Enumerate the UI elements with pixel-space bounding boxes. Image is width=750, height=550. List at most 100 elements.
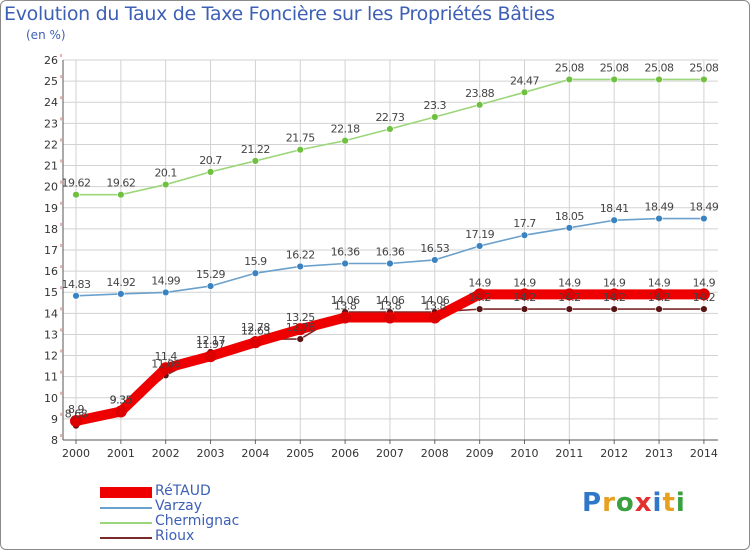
y-tick-label: 21 xyxy=(44,160,58,173)
data-label-varzay: 18.41 xyxy=(600,202,629,215)
y-tick-label: 26 xyxy=(44,54,58,67)
data-label-varzay: 14.92 xyxy=(106,276,135,289)
data-label-rioux: 12.17 xyxy=(196,334,225,347)
data-label-rioux: 14.06 xyxy=(375,294,404,307)
data-point-r-taud xyxy=(518,288,531,301)
legend-swatch xyxy=(100,487,152,498)
data-point-r-taud xyxy=(159,362,172,375)
data-label-chermignac: 20.1 xyxy=(154,167,177,180)
data-label-rioux: 8.68 xyxy=(65,408,88,421)
chart-title: Evolution du Taux de Taxe Foncière sur l… xyxy=(4,3,555,25)
data-labels: 19.62 19.62 20.1 20.7 21.22 21.75 22.18 22.73 23… xyxy=(62,61,720,421)
data-label-varzay: 18.05 xyxy=(555,210,584,223)
data-point-rioux xyxy=(520,305,529,313)
data-point-varzay xyxy=(520,231,529,239)
data-point-varzay xyxy=(206,282,215,290)
logo-letter: x xyxy=(634,488,653,518)
data-label-rioux: 14.2 xyxy=(603,291,626,304)
data-label-r-taud: 14.9 xyxy=(513,276,536,289)
legend-swatch xyxy=(100,507,152,509)
logo-letter: i xyxy=(652,488,663,518)
data-label-r-taud: 9.35 xyxy=(110,394,133,407)
data-point-r-taud xyxy=(473,288,486,301)
data-label-rioux: 14.2 xyxy=(693,291,716,304)
data-label-chermignac: 19.62 xyxy=(62,177,91,190)
y-tick-label: 25 xyxy=(44,75,58,88)
x-tick-label: 2010 xyxy=(511,447,539,460)
data-point-r-taud xyxy=(294,323,307,336)
data-label-chermignac: 23.88 xyxy=(465,87,494,100)
data-point-rioux xyxy=(296,335,304,343)
data-label-varzay: 17.7 xyxy=(513,217,536,230)
data-point-r-taud xyxy=(249,336,262,349)
data-point-rioux xyxy=(610,305,618,313)
logo-letter: i xyxy=(675,488,686,518)
x-tick-label: 2008 xyxy=(421,447,449,460)
logo-letter: P xyxy=(582,488,603,518)
data-label-varzay: 16.36 xyxy=(331,246,360,259)
legend-label: Rioux xyxy=(155,528,195,544)
axes: 8 9 10 11 12 13 14 15 16 17 18 19 20 21 22 23 24 25 26 2000… xyxy=(44,54,718,460)
x-tick-label: 2012 xyxy=(600,447,628,460)
data-point-chermignac xyxy=(341,136,349,145)
data-point-r-taud xyxy=(339,311,352,324)
data-point-varzay xyxy=(341,259,349,268)
data-point-varzay xyxy=(296,262,304,271)
data-label-varzay: 18.49 xyxy=(689,201,718,214)
data-label-r-taud: 11.4 xyxy=(154,350,177,363)
data-point-r-taud xyxy=(697,288,710,301)
data-point-chermignac xyxy=(610,75,618,84)
y-tick-label: 19 xyxy=(44,202,58,215)
data-point-r-taud xyxy=(114,405,127,418)
data-point-rioux xyxy=(475,305,484,313)
data-label-r-taud: 14.9 xyxy=(603,276,626,289)
data-point-r-taud xyxy=(563,288,576,301)
series-varzay xyxy=(72,214,708,300)
data-label-chermignac: 22.73 xyxy=(375,111,404,124)
legend-label: Chermignac xyxy=(155,513,240,529)
data-point-r-taud xyxy=(204,350,217,363)
x-tick-label: 2005 xyxy=(286,447,314,460)
y-tick-label: 11 xyxy=(44,371,58,384)
data-point-varzay xyxy=(162,288,170,297)
x-tick-label: 2011 xyxy=(555,447,583,460)
data-point-chermignac xyxy=(700,75,708,84)
data-label-r-taud: 14.9 xyxy=(558,276,581,289)
y-tick-label: 20 xyxy=(44,181,58,194)
data-label-chermignac: 23.3 xyxy=(424,99,447,112)
y-tick-label: 14 xyxy=(44,307,58,320)
y-tick-label: 24 xyxy=(44,96,58,109)
data-label-r-taud: 14.9 xyxy=(648,276,671,289)
legend-label: Varzay xyxy=(155,498,203,514)
data-point-rioux xyxy=(700,305,708,313)
data-label-varzay: 14.83 xyxy=(62,278,91,291)
data-point-chermignac xyxy=(386,125,394,133)
data-label-varzay: 16.53 xyxy=(420,242,449,255)
logo-letter: r xyxy=(602,488,616,518)
data-point-r-taud xyxy=(383,311,396,324)
grid xyxy=(63,59,718,441)
data-label-r-taud: 13.8 xyxy=(424,300,447,313)
data-label-r-taud: 13.8 xyxy=(379,300,402,313)
data-point-chermignac xyxy=(431,113,439,121)
data-point-varzay xyxy=(655,214,663,223)
data-point-chermignac xyxy=(520,88,529,97)
data-label-r-taud: 14.9 xyxy=(468,276,491,289)
y-tick-label: 22 xyxy=(44,138,58,151)
logo-letter: t xyxy=(662,488,676,518)
y-tick-label: 13 xyxy=(44,328,58,341)
data-point-varzay xyxy=(475,242,484,250)
data-point-chermignac xyxy=(565,75,574,84)
y-tick-label: 16 xyxy=(44,265,58,278)
data-point-r-taud xyxy=(70,415,82,427)
y-tick-label: 8 xyxy=(51,434,58,447)
data-label-r-taud: 8.9 xyxy=(68,403,84,416)
data-label-chermignac: 25.08 xyxy=(645,61,674,74)
data-label-rioux: 14.2 xyxy=(468,291,491,304)
data-label-chermignac: 21.75 xyxy=(286,132,315,145)
data-label-rioux: 14.06 xyxy=(420,294,449,307)
data-label-chermignac: 22.18 xyxy=(331,123,360,136)
data-label-chermignac: 19.62 xyxy=(106,177,135,190)
